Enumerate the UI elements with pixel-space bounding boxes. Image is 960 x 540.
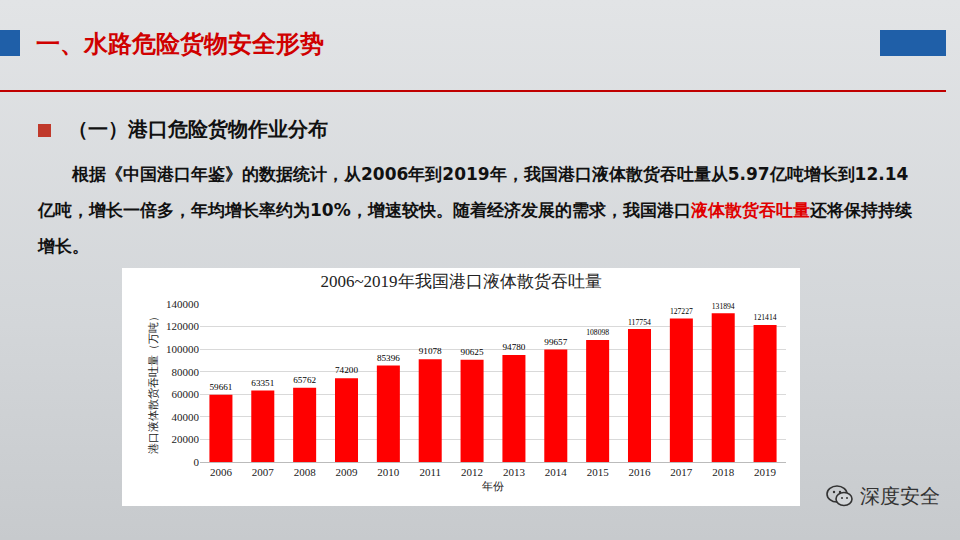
svg-text:100000: 100000 bbox=[166, 343, 200, 355]
svg-text:59661: 59661 bbox=[209, 382, 232, 392]
svg-text:94780: 94780 bbox=[502, 342, 525, 352]
svg-text:港口液体散货吞吐量（万吨）: 港口液体散货吞吐量（万吨） bbox=[145, 312, 160, 455]
svg-text:2014: 2014 bbox=[545, 466, 568, 478]
html-text:深度安全: 深度安全 bbox=[860, 483, 940, 508]
svg-text:108098: 108098 bbox=[586, 328, 609, 337]
svg-text:2016: 2016 bbox=[629, 466, 652, 478]
svg-text:2019: 2019 bbox=[754, 466, 777, 478]
svg-text:131894: 131894 bbox=[712, 302, 735, 311]
svg-text:90625: 90625 bbox=[461, 347, 484, 357]
svg-text:121414: 121414 bbox=[754, 313, 777, 322]
svg-text:140000: 140000 bbox=[166, 298, 200, 310]
svg-text:65762: 65762 bbox=[293, 375, 316, 385]
svg-text:2006~2019年我国港口液体散货吞吐量: 2006~2019年我国港口液体散货吞吐量 bbox=[320, 272, 601, 291]
html-text:（一）港口危险货物作业分布: （一）港口危险货物作业分布 bbox=[68, 117, 328, 141]
svg-text:2013: 2013 bbox=[503, 466, 526, 478]
svg-text:2018: 2018 bbox=[712, 466, 735, 478]
svg-text:2006: 2006 bbox=[210, 466, 233, 478]
svg-text:2009: 2009 bbox=[336, 466, 359, 478]
svg-text:2015: 2015 bbox=[587, 466, 610, 478]
svg-text:127227: 127227 bbox=[670, 307, 693, 316]
svg-text:63351: 63351 bbox=[251, 378, 274, 388]
svg-text:2011: 2011 bbox=[419, 466, 441, 478]
svg-text:20000: 20000 bbox=[172, 433, 200, 445]
svg-text:2010: 2010 bbox=[377, 466, 400, 478]
svg-text:99657: 99657 bbox=[544, 337, 567, 347]
svg-text:91078: 91078 bbox=[419, 346, 442, 356]
svg-text:80000: 80000 bbox=[172, 366, 200, 378]
svg-text:年份: 年份 bbox=[482, 478, 504, 493]
html-text:根据《中国港口年鉴》的数据统计，从2006年到2019年，我: 根据《中国港口年鉴》的数据统计，从2006年到2019年，我国港口液体散货吞吐量… bbox=[38, 164, 912, 256]
svg-text:2017: 2017 bbox=[670, 466, 693, 478]
svg-text:120000: 120000 bbox=[166, 320, 200, 332]
svg-text:60000: 60000 bbox=[172, 388, 200, 400]
svg-text:2008: 2008 bbox=[294, 466, 317, 478]
html-text:一、水路危险货物安全形势: 一、水路危险货物安全形势 bbox=[36, 30, 324, 58]
svg-text:85396: 85396 bbox=[377, 353, 400, 363]
svg-text:40000: 40000 bbox=[172, 411, 200, 423]
svg-text:0: 0 bbox=[194, 456, 200, 468]
svg-text:74200: 74200 bbox=[335, 365, 358, 375]
svg-text:2012: 2012 bbox=[461, 466, 483, 478]
svg-text:117754: 117754 bbox=[628, 318, 651, 327]
svg-text:2007: 2007 bbox=[252, 466, 274, 478]
